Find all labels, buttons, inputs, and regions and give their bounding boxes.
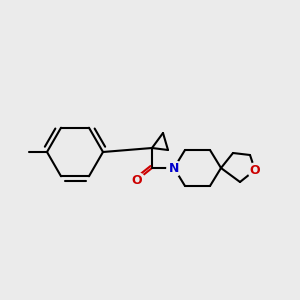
Text: N: N [169, 161, 179, 175]
Text: O: O [132, 173, 142, 187]
Text: O: O [250, 164, 260, 176]
